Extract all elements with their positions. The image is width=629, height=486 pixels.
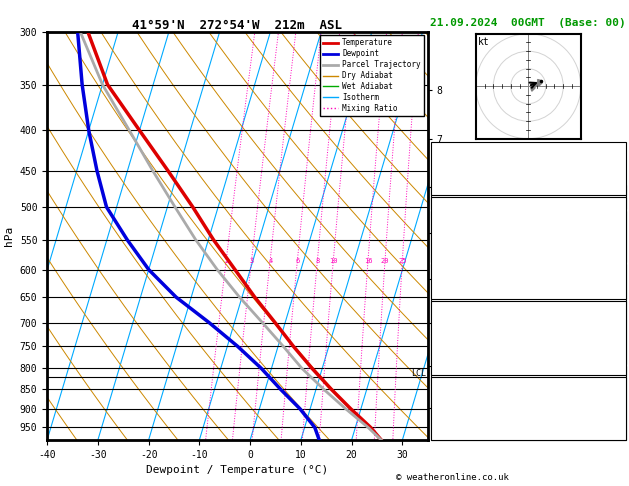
Text: Dewp (°C): Dewp (°C) bbox=[433, 295, 487, 305]
Text: Hodograph: Hodograph bbox=[501, 192, 555, 202]
Text: Pressure (mb): Pressure (mb) bbox=[433, 380, 511, 390]
Text: 0: 0 bbox=[617, 429, 623, 439]
Text: 4: 4 bbox=[268, 258, 272, 264]
Text: 325°: 325° bbox=[599, 416, 623, 426]
Text: kt: kt bbox=[478, 37, 489, 47]
Text: 3: 3 bbox=[250, 258, 254, 264]
Text: 1.74: 1.74 bbox=[599, 249, 623, 259]
Text: K: K bbox=[433, 215, 439, 225]
Text: 0: 0 bbox=[617, 364, 623, 373]
Text: 0: 0 bbox=[617, 338, 623, 348]
Text: 57: 57 bbox=[611, 403, 623, 413]
Text: 8: 8 bbox=[316, 258, 320, 264]
Text: 0: 0 bbox=[617, 272, 623, 282]
Title: 41°59'N  272°54'W  212m  ASL: 41°59'N 272°54'W 212m ASL bbox=[133, 18, 342, 32]
Text: -12: -12 bbox=[605, 391, 623, 400]
Text: Totals Totals: Totals Totals bbox=[433, 232, 511, 242]
Text: 4: 4 bbox=[617, 258, 623, 267]
Text: CIN (J): CIN (J) bbox=[433, 352, 475, 362]
Text: 329: 329 bbox=[605, 327, 623, 337]
Text: CAPE (J): CAPE (J) bbox=[433, 417, 481, 426]
Text: SREH: SREH bbox=[433, 403, 457, 413]
Text: 13.6: 13.6 bbox=[599, 228, 623, 238]
Text: 10: 10 bbox=[329, 258, 338, 264]
Text: Pressure (mb): Pressure (mb) bbox=[433, 314, 511, 324]
Text: 21.09.2024  00GMT  (Base: 00): 21.09.2024 00GMT (Base: 00) bbox=[430, 17, 626, 28]
Text: Most Unstable: Most Unstable bbox=[489, 367, 567, 378]
Text: Lifted Index: Lifted Index bbox=[433, 324, 505, 333]
Text: 329: 329 bbox=[605, 243, 623, 253]
Text: 0: 0 bbox=[617, 352, 623, 362]
Text: CIN (J): CIN (J) bbox=[433, 364, 475, 373]
Text: CAPE (J): CAPE (J) bbox=[433, 351, 481, 361]
Text: 16: 16 bbox=[364, 258, 372, 264]
Text: 1.74: 1.74 bbox=[599, 181, 623, 191]
Text: CAPE (J): CAPE (J) bbox=[433, 272, 481, 282]
Text: θᵉ(K): θᵉ(K) bbox=[433, 309, 463, 319]
Text: StmSpd (kt): StmSpd (kt) bbox=[433, 429, 499, 438]
Text: 21: 21 bbox=[611, 429, 623, 438]
Text: 329: 329 bbox=[605, 392, 623, 402]
Text: Temp (°C): Temp (°C) bbox=[433, 281, 487, 291]
Text: 25: 25 bbox=[398, 258, 407, 264]
Text: LCL: LCL bbox=[411, 368, 426, 378]
Text: 985: 985 bbox=[605, 380, 623, 390]
Text: 13.6: 13.6 bbox=[599, 295, 623, 305]
Text: CIN (J): CIN (J) bbox=[433, 287, 475, 296]
Text: CAPE (J): CAPE (J) bbox=[433, 338, 481, 348]
Text: © weatheronline.co.uk: © weatheronline.co.uk bbox=[396, 473, 509, 482]
Text: 329: 329 bbox=[605, 309, 623, 319]
Text: Lifted Index: Lifted Index bbox=[433, 339, 505, 349]
Text: 4: 4 bbox=[617, 324, 623, 333]
Text: 25.8: 25.8 bbox=[599, 214, 623, 224]
Text: Totals Totals: Totals Totals bbox=[433, 163, 511, 174]
Text: 4: 4 bbox=[617, 339, 623, 349]
Text: Surface: Surface bbox=[507, 266, 549, 277]
X-axis label: Dewpoint / Temperature (°C): Dewpoint / Temperature (°C) bbox=[147, 465, 328, 475]
Text: K: K bbox=[433, 146, 439, 156]
Text: 0: 0 bbox=[617, 351, 623, 361]
Text: CIN (J): CIN (J) bbox=[433, 429, 475, 439]
Text: 6: 6 bbox=[296, 258, 299, 264]
Legend: Temperature, Dewpoint, Parcel Trajectory, Dry Adiabat, Wet Adiabat, Isotherm, Mi: Temperature, Dewpoint, Parcel Trajectory… bbox=[320, 35, 424, 116]
Text: θᵉ (K): θᵉ (K) bbox=[433, 327, 469, 337]
Text: 20: 20 bbox=[381, 258, 389, 264]
Text: 7: 7 bbox=[617, 215, 623, 225]
Text: 7: 7 bbox=[617, 146, 623, 156]
Text: 0: 0 bbox=[617, 287, 623, 296]
Text: Dewp (°C): Dewp (°C) bbox=[433, 228, 487, 238]
Text: Most Unstable: Most Unstable bbox=[489, 302, 567, 312]
Text: 36: 36 bbox=[611, 232, 623, 242]
Text: StmDir: StmDir bbox=[433, 416, 469, 426]
Text: θᵉ(K): θᵉ(K) bbox=[433, 243, 463, 253]
Y-axis label: Mixing Ratio (g/kg): Mixing Ratio (g/kg) bbox=[445, 188, 455, 283]
Text: Mixing Ratio (g/kg): Mixing Ratio (g/kg) bbox=[617, 192, 626, 294]
Text: 25.8: 25.8 bbox=[599, 281, 623, 291]
Text: Lifted Index: Lifted Index bbox=[433, 258, 505, 267]
Text: θᵉ (K): θᵉ (K) bbox=[433, 392, 469, 402]
Text: 2: 2 bbox=[225, 258, 228, 264]
Text: PW (cm): PW (cm) bbox=[433, 181, 475, 191]
Y-axis label: hPa: hPa bbox=[4, 226, 14, 246]
Text: Temp (°C): Temp (°C) bbox=[433, 214, 487, 224]
Text: 36: 36 bbox=[611, 163, 623, 174]
Text: 4: 4 bbox=[617, 404, 623, 414]
Text: EH: EH bbox=[433, 391, 445, 400]
Text: 0: 0 bbox=[617, 417, 623, 426]
Text: Hodograph: Hodograph bbox=[501, 378, 555, 388]
Text: 985: 985 bbox=[605, 314, 623, 324]
Text: Lifted Index: Lifted Index bbox=[433, 404, 505, 414]
Text: Surface: Surface bbox=[507, 199, 549, 209]
Text: PW (cm): PW (cm) bbox=[433, 249, 475, 259]
